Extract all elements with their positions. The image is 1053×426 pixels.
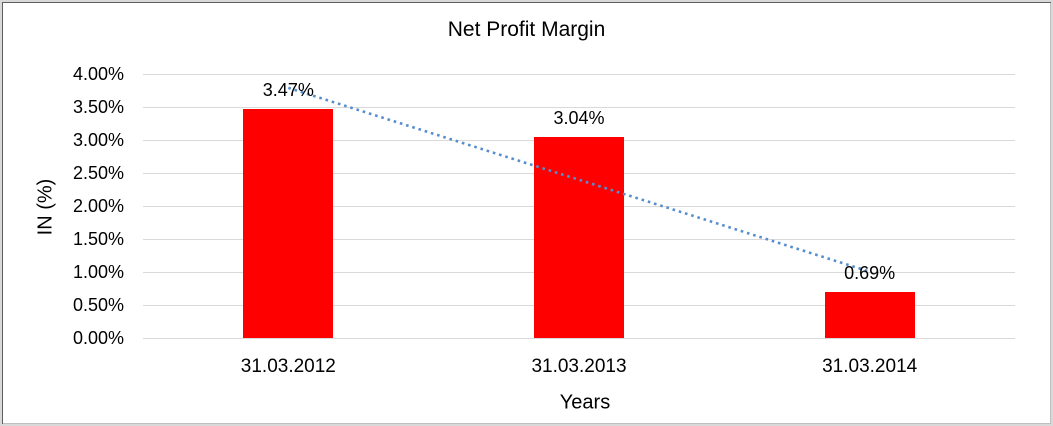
- x-category-label: 31.03.2013: [531, 356, 627, 377]
- y-tick-label: 1.50%: [72, 229, 124, 249]
- y-tick-label: 1.00%: [72, 262, 124, 282]
- gridline: [143, 73, 1015, 75]
- x-category-label: 31.03.2014: [822, 356, 918, 377]
- y-tick-label: 4.00%: [72, 64, 124, 84]
- bar-value-label: 3.04%: [553, 108, 605, 129]
- bar-value-label: 3.47%: [262, 79, 314, 100]
- y-tick-label: 0.00%: [72, 328, 124, 348]
- bar: [243, 108, 334, 338]
- x-axis-title: Years: [559, 391, 611, 414]
- y-tick-label: 2.50%: [72, 163, 124, 183]
- gridline: [143, 106, 1015, 108]
- gridline: [143, 337, 1015, 339]
- chart-title: Net Profit Margin: [447, 18, 606, 41]
- x-category-label: 31.03.2012: [240, 356, 336, 377]
- bar: [824, 292, 915, 338]
- bar-value-label: 0.69%: [844, 263, 896, 284]
- y-tick-label: 0.50%: [72, 295, 124, 315]
- trendline: [287, 86, 871, 273]
- trendline-layer: [287, 86, 871, 273]
- y-tick-label: 3.50%: [72, 97, 124, 117]
- y-tick-label: 3.00%: [72, 130, 124, 150]
- y-tick-label: 2.00%: [72, 196, 124, 216]
- plot-area: 3.47% 3.04% 0.69% 31.03.2012 31.03.2013 31.0…: [143, 73, 1015, 377]
